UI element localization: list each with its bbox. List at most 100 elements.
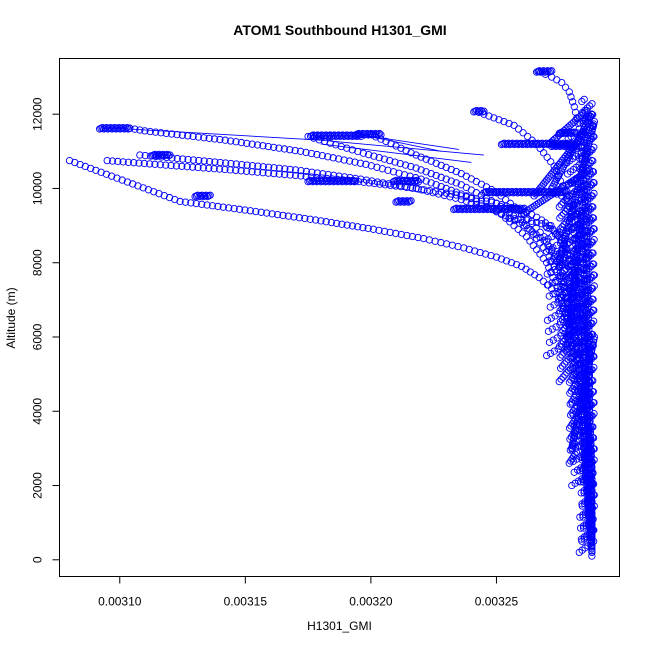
data-point (348, 222, 357, 230)
column-point (586, 286, 594, 295)
spike-point (589, 338, 598, 346)
cluster-point (202, 191, 210, 199)
column-point (578, 328, 587, 337)
spike-point (577, 209, 586, 217)
column-point (570, 347, 579, 356)
spike-point (572, 424, 580, 433)
spike-point (575, 231, 583, 240)
data-point (481, 250, 490, 258)
cluster-point (495, 204, 503, 212)
data-point (129, 180, 137, 188)
column-point (589, 377, 597, 385)
cluster-point (508, 187, 516, 196)
column-point (587, 216, 595, 224)
column-point (582, 440, 590, 449)
column-point (557, 375, 565, 383)
cluster-point (340, 176, 349, 185)
data-point (232, 160, 241, 168)
cluster-point (166, 151, 174, 159)
column-point (590, 456, 598, 464)
data-point (471, 247, 479, 255)
data-point (146, 127, 154, 136)
data-point (384, 180, 393, 188)
data-point (237, 138, 246, 147)
data-point (136, 126, 144, 134)
column-point (578, 97, 586, 106)
data-point (141, 127, 149, 135)
data-point (184, 155, 192, 164)
data-point (452, 188, 460, 196)
data-point (378, 165, 387, 173)
data-point (253, 141, 262, 149)
data-point (420, 186, 428, 194)
column-point (549, 336, 557, 344)
data-point (368, 177, 376, 185)
data-point (322, 218, 330, 226)
data-point (500, 117, 508, 126)
column-point (560, 360, 569, 368)
column-point (579, 258, 588, 266)
data-point (254, 162, 262, 170)
column-point (585, 449, 594, 457)
data-point (301, 214, 309, 223)
cluster-point (483, 187, 491, 196)
column-point (543, 224, 551, 232)
data-point (123, 178, 132, 186)
data-point (412, 184, 420, 193)
column-point (561, 371, 569, 379)
data-point (97, 168, 105, 176)
data-point (391, 158, 399, 166)
spike-point (583, 106, 591, 115)
data-point (505, 119, 513, 128)
column-point (588, 146, 596, 154)
spike-point (576, 226, 584, 235)
cluster-point (318, 131, 326, 139)
column-point (579, 304, 588, 312)
data-point (181, 198, 190, 206)
spike-point (568, 120, 576, 128)
data-point (332, 219, 341, 228)
data-point (124, 158, 133, 166)
data-point (490, 114, 498, 122)
cluster-point (359, 129, 367, 138)
data-point (529, 241, 537, 250)
data-point (338, 220, 346, 228)
data-point (225, 204, 233, 212)
data-point (118, 176, 126, 184)
data-point (396, 159, 404, 168)
spike-point (574, 241, 582, 250)
cluster-point (530, 139, 538, 147)
data-point (357, 175, 365, 183)
column-point (580, 350, 588, 359)
column-point (584, 253, 592, 262)
column-point (544, 281, 552, 289)
column-point (590, 306, 598, 315)
spike-point (569, 286, 578, 294)
column-point (580, 95, 588, 104)
cluster-point (392, 176, 400, 185)
data-point (422, 168, 430, 176)
data-point (221, 159, 230, 167)
spike-point (576, 402, 584, 410)
column-point (586, 251, 595, 260)
cluster-point (343, 131, 351, 139)
data-point (588, 541, 596, 549)
column-point (582, 313, 591, 321)
data-point (248, 140, 256, 148)
data-point (367, 162, 376, 170)
cluster-point (486, 204, 494, 212)
cluster-point (538, 139, 546, 147)
column-point (587, 528, 596, 537)
spike-point (588, 343, 597, 351)
column-point (585, 484, 593, 493)
data-point (302, 167, 311, 176)
cluster-point (490, 204, 499, 212)
spike-point (570, 434, 578, 443)
data-point (465, 245, 473, 254)
cluster-point (414, 178, 423, 186)
column-point (570, 393, 579, 402)
spike-point (573, 246, 582, 255)
data-point (364, 224, 372, 233)
data-point (432, 181, 440, 189)
data-point (384, 166, 392, 174)
